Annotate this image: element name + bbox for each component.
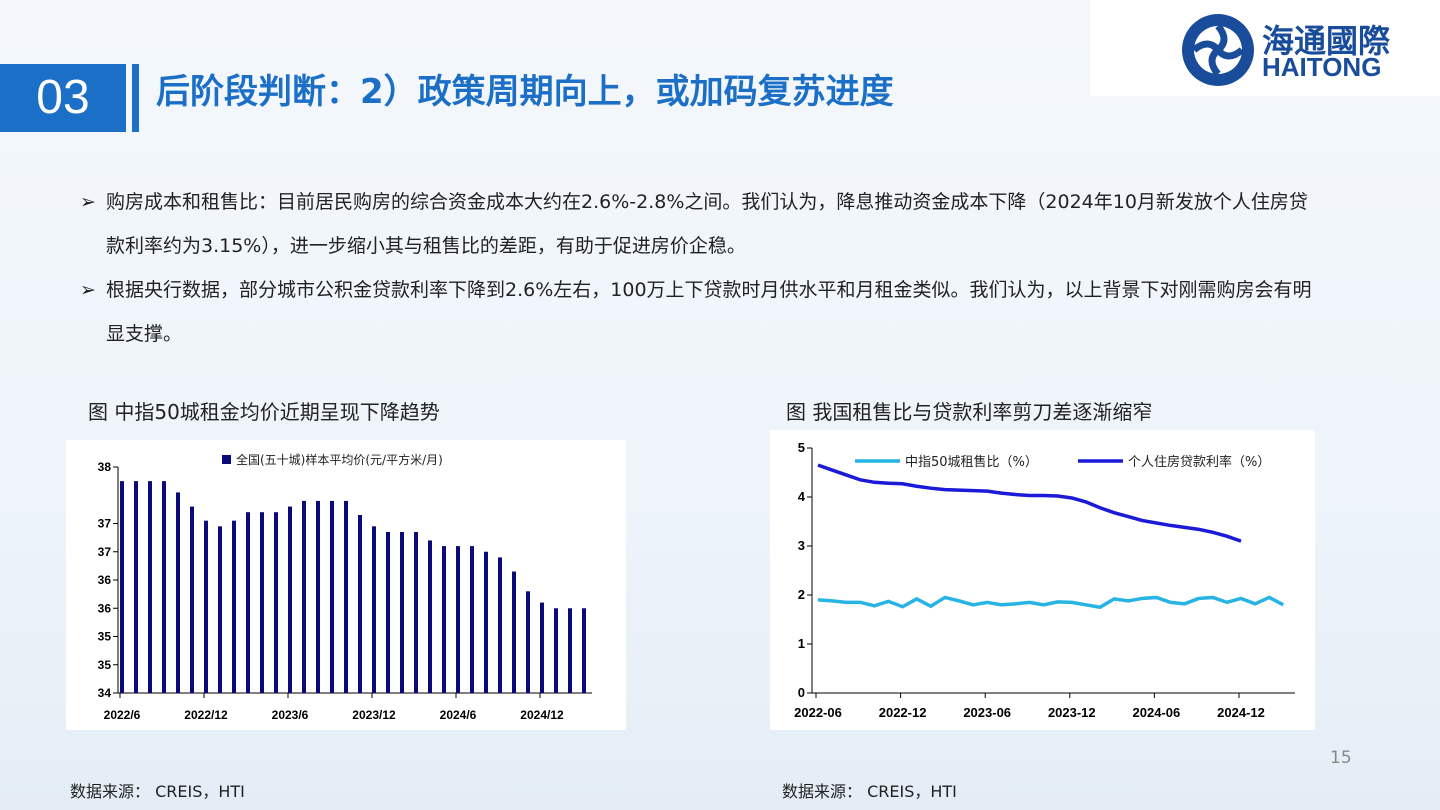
bar xyxy=(526,591,530,693)
y-tick-label: 35 xyxy=(98,630,112,644)
bar xyxy=(274,512,278,693)
x-tick-label: 2023-06 xyxy=(963,705,1011,720)
bar xyxy=(498,557,502,693)
legend-label: 中指50城租售比（%） xyxy=(905,454,1038,470)
y-tick-label: 35 xyxy=(98,658,112,672)
x-tick-label: 2022/12 xyxy=(184,708,228,722)
bar xyxy=(582,608,586,693)
x-tick-label: 2023-12 xyxy=(1048,705,1096,720)
y-tick-label: 37 xyxy=(98,545,112,559)
bar xyxy=(484,551,488,693)
y-tick-label: 36 xyxy=(98,601,112,615)
x-tick-label: 2022-12 xyxy=(879,705,927,720)
bar xyxy=(148,481,152,693)
logo-box xyxy=(1090,0,1440,96)
x-tick-label: 2024-12 xyxy=(1217,705,1265,720)
bar xyxy=(358,515,362,693)
bar xyxy=(400,531,404,693)
y-tick-label: 5 xyxy=(798,440,805,455)
y-tick-label: 4 xyxy=(798,489,806,504)
x-tick-label: 2024-06 xyxy=(1133,705,1181,720)
x-tick-label: 2024/12 xyxy=(520,708,564,722)
x-tick-label: 2022/6 xyxy=(104,708,141,722)
bar xyxy=(162,481,166,693)
bar xyxy=(232,520,236,693)
legend-swatch xyxy=(222,455,231,464)
bar xyxy=(218,526,222,693)
bar xyxy=(176,492,180,693)
legend-label: 全国(五十城)样本平均价(元/平方米/月) xyxy=(236,452,443,467)
bar xyxy=(540,602,544,693)
y-tick-label: 1 xyxy=(798,636,805,651)
bar xyxy=(568,608,572,693)
bar xyxy=(316,500,320,693)
logo-icon xyxy=(1182,14,1254,86)
bar xyxy=(456,546,460,693)
bar xyxy=(330,500,334,693)
y-tick-label: 3 xyxy=(798,538,805,553)
page-number: 15 xyxy=(1330,748,1352,768)
bar xyxy=(386,531,390,693)
y-tick-label: 37 xyxy=(98,517,112,531)
x-tick-label: 2023/12 xyxy=(352,708,396,722)
source: 数据来源： CREIS，HTI xyxy=(782,782,957,801)
y-tick-label: 2 xyxy=(798,587,805,602)
logo-en: HAITONG xyxy=(1262,52,1382,82)
x-tick-label: 2024/6 xyxy=(440,708,477,722)
bar xyxy=(302,500,306,693)
title-bar xyxy=(132,64,139,132)
bar xyxy=(204,520,208,693)
y-tick-label: 0 xyxy=(798,685,805,700)
bar xyxy=(260,512,264,693)
line xyxy=(817,595,1285,610)
bar xyxy=(554,608,558,693)
bullet: 根据央行数据，部分城市公积金贷款利率下降到2.6%左右，100万上下贷款时月供水… xyxy=(80,268,1321,356)
bar xyxy=(414,531,418,693)
y-tick-label: 34 xyxy=(98,686,112,700)
bar xyxy=(428,540,432,693)
bar xyxy=(190,506,194,693)
chart-title: 图 中指50城租金均价近期呈现下降趋势 xyxy=(88,400,440,424)
x-tick-label: 2023/6 xyxy=(272,708,309,722)
source: 数据来源： CREIS，HTI xyxy=(70,782,245,801)
bar xyxy=(344,500,348,693)
bar xyxy=(442,546,446,693)
bar xyxy=(288,506,292,693)
bar xyxy=(372,526,376,693)
bar xyxy=(120,481,124,693)
bar xyxy=(246,512,250,693)
chart-title: 图 我国租售比与贷款利率剪刀差逐渐缩窄 xyxy=(786,400,1153,424)
bullet: 购房成本和租售比：目前居民购房的综合资金成本大约在2.6%-2.8%之间。我们认… xyxy=(80,180,1321,268)
y-tick-label: 38 xyxy=(98,460,112,474)
section-number: 03 xyxy=(0,64,126,132)
bar xyxy=(512,571,516,693)
bar xyxy=(470,546,474,693)
x-tick-label: 2022-06 xyxy=(794,705,842,720)
legend-label: 个人住房贷款利率（%） xyxy=(1128,454,1270,470)
logo-cn: 海通國際 xyxy=(1262,22,1391,60)
line xyxy=(817,463,1242,543)
slide-title: 后阶段判断：2）政策周期向上，或加码复苏进度 xyxy=(156,72,894,112)
y-tick-label: 36 xyxy=(98,573,112,587)
bar xyxy=(134,481,138,693)
